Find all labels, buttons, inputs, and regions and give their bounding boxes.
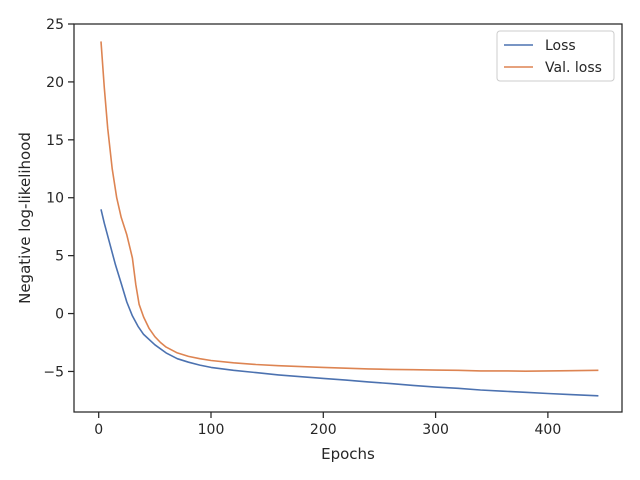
- y-tick-label: 10: [46, 191, 64, 207]
- legend-label: Loss: [545, 38, 576, 54]
- x-tick-label: 100: [198, 422, 225, 438]
- x-axis-ticks: 0 100 200 300 400: [94, 412, 561, 438]
- series-line-loss: [100, 209, 599, 397]
- y-tick-label: 5: [55, 249, 64, 265]
- legend: Loss Val. loss: [496, 30, 615, 82]
- series-line-val-loss: [100, 41, 599, 372]
- y-axis-ticks: −5 0 5 10 15 20 25: [43, 17, 74, 380]
- y-tick-label: −5: [43, 364, 64, 380]
- x-tick-label: 0: [94, 422, 103, 438]
- y-tick-label: 15: [46, 133, 64, 149]
- x-tick-label: 300: [422, 422, 449, 438]
- y-tick-label: 0: [55, 307, 64, 323]
- x-axis-label: Epochs: [321, 445, 375, 463]
- y-tick-label: 20: [46, 75, 64, 91]
- plot-area: [73, 23, 623, 413]
- legend-label: Val. loss: [545, 60, 602, 76]
- y-axis-label: Negative log-likelihood: [16, 132, 34, 304]
- x-tick-label: 200: [310, 422, 337, 438]
- series-layer: [100, 41, 599, 397]
- legend-box: [496, 30, 615, 82]
- x-tick-label: 400: [535, 422, 562, 438]
- y-tick-label: 25: [46, 17, 64, 33]
